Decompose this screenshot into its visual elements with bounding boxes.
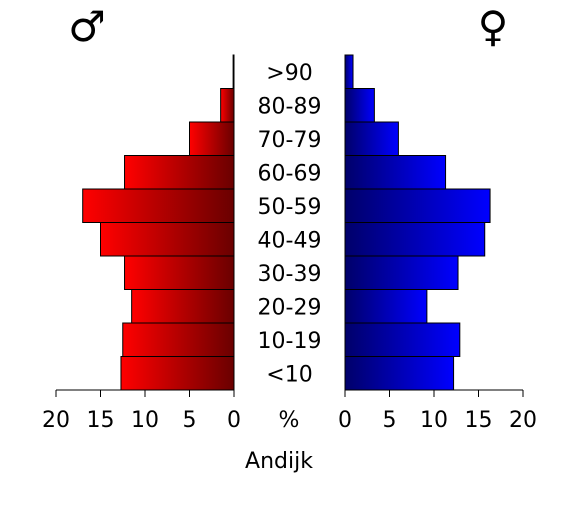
labels-layer: >90 80-89 70-79 60-69 50-59 40-49 30-39 20-29 10… xyxy=(258,61,322,388)
female-bar-3 xyxy=(344,155,447,190)
left-x-tick-label: 20 xyxy=(42,408,70,433)
female-bar-8 xyxy=(344,322,461,357)
female-symbol: ♀ xyxy=(478,2,509,51)
age-group-label: 50-59 xyxy=(258,195,322,220)
male-bar-8 xyxy=(122,322,235,357)
age-group-label: >90 xyxy=(266,61,312,86)
bars-layer xyxy=(82,54,491,391)
x-unit-label: % xyxy=(279,408,300,433)
male-bar-6 xyxy=(124,255,235,290)
age-group-label: 60-69 xyxy=(258,161,322,186)
age-group-label: 20-29 xyxy=(258,295,322,320)
female-bar-2 xyxy=(344,121,399,156)
age-group-label: 70-79 xyxy=(258,128,322,153)
age-group-label: 10-19 xyxy=(258,329,322,354)
right-x-tick-label: 10 xyxy=(420,408,448,433)
left-x-tick-label: 15 xyxy=(87,408,115,433)
female-bar-9 xyxy=(344,356,455,391)
left-x-tick-label: 0 xyxy=(227,408,241,433)
female-bar-1 xyxy=(344,88,375,123)
right-x-tick-label: 5 xyxy=(383,408,397,433)
age-group-label: 80-89 xyxy=(258,94,322,119)
age-group-label: 40-49 xyxy=(258,228,322,253)
female-bar-7 xyxy=(344,289,428,324)
axes-layer: 20 15 10 5 0 0 5 10 15 20 xyxy=(42,389,537,433)
age-group-label: 30-39 xyxy=(258,262,322,287)
male-bar-4 xyxy=(82,188,235,223)
male-bar-7 xyxy=(131,289,235,324)
left-x-tick-label: 5 xyxy=(183,408,197,433)
male-bar-0 xyxy=(232,54,235,89)
female-bar-6 xyxy=(344,255,459,290)
male-bar-1 xyxy=(220,88,235,123)
male-bar-5 xyxy=(100,222,235,257)
right-x-tick-label: 15 xyxy=(465,408,493,433)
right-x-tick-label: 20 xyxy=(509,408,537,433)
male-bar-9 xyxy=(120,356,235,391)
male-bar-2 xyxy=(189,121,235,156)
right-x-tick-label: 0 xyxy=(338,408,352,433)
female-bar-0 xyxy=(344,54,354,89)
age-group-label: <10 xyxy=(266,362,312,387)
male-symbol: ♂ xyxy=(68,2,106,51)
male-bar-3 xyxy=(124,155,235,190)
female-bar-5 xyxy=(344,222,486,257)
left-x-tick-label: 10 xyxy=(131,408,159,433)
female-bar-4 xyxy=(344,188,491,223)
x-axis-title: Andijk xyxy=(245,449,313,474)
